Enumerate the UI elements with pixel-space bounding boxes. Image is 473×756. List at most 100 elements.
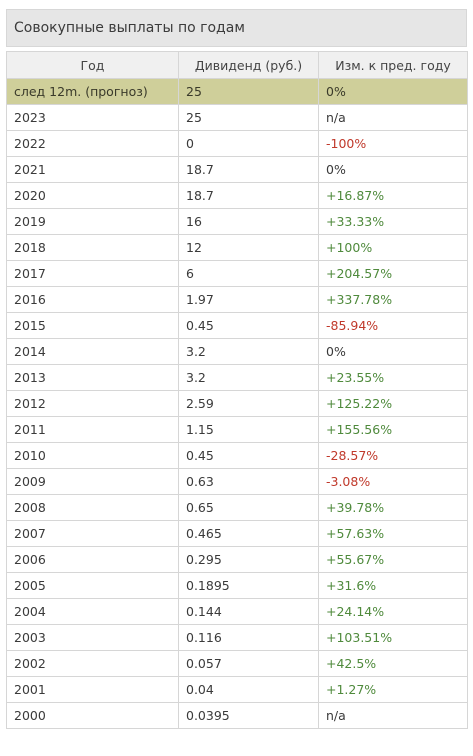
- table-row: 2015 0.45 -85.94%: [6, 312, 468, 339]
- change-cell: n/a: [318, 702, 468, 729]
- table-row: 2020 18.7 +16.87%: [6, 182, 468, 209]
- change-cell: +103.51%: [318, 624, 468, 651]
- year-cell: 2016: [6, 286, 179, 313]
- change-cell: 0%: [318, 78, 468, 105]
- dividend-cell: 0.295: [178, 546, 319, 573]
- year-cell: 2019: [6, 208, 179, 235]
- dividend-cell: 2.59: [178, 390, 319, 417]
- year-cell: 2000: [6, 702, 179, 729]
- table-row: 2012 2.59 +125.22%: [6, 390, 468, 417]
- table-row: 2005 0.1895 +31.6%: [6, 572, 468, 599]
- dividend-cell: 0.116: [178, 624, 319, 651]
- table-row: 2006 0.295 +55.67%: [6, 546, 468, 573]
- year-cell: 2020: [6, 182, 179, 209]
- year-cell: 2004: [6, 598, 179, 625]
- table-row: 2021 18.7 0%: [6, 156, 468, 183]
- change-cell: +39.78%: [318, 494, 468, 521]
- table-row: 2001 0.04 +1.27%: [6, 676, 468, 703]
- table-row: 2003 0.116 +103.51%: [6, 624, 468, 651]
- change-cell: -100%: [318, 130, 468, 157]
- year-cell: 2005: [6, 572, 179, 599]
- year-cell: 2014: [6, 338, 179, 365]
- table-row: 2011 1.15 +155.56%: [6, 416, 468, 443]
- table-header-row: Год Дивиденд (руб.) Изм. к пред. году: [6, 51, 468, 79]
- panel-title: Совокупные выплаты по годам: [6, 9, 467, 47]
- dividend-cell: 12: [178, 234, 319, 261]
- table-row: 2000 0.0395 n/a: [6, 702, 468, 729]
- year-cell: 2015: [6, 312, 179, 339]
- year-cell: след 12m. (прогноз): [6, 78, 179, 105]
- change-cell: n/a: [318, 104, 468, 131]
- dividend-cell: 25: [178, 78, 319, 105]
- dividend-cell: 0.1895: [178, 572, 319, 599]
- change-cell: 0%: [318, 156, 468, 183]
- dividend-cell: 0.0395: [178, 702, 319, 729]
- table-row: след 12m. (прогноз) 25 0%: [6, 78, 468, 105]
- table-row: 2004 0.144 +24.14%: [6, 598, 468, 625]
- dividend-cell: 0.45: [178, 312, 319, 339]
- year-cell: 2022: [6, 130, 179, 157]
- dividend-cell: 0.04: [178, 676, 319, 703]
- year-cell: 2003: [6, 624, 179, 651]
- change-cell: +337.78%: [318, 286, 468, 313]
- change-cell: +1.27%: [318, 676, 468, 703]
- table-row: 2007 0.465 +57.63%: [6, 520, 468, 547]
- dividend-cell: 25: [178, 104, 319, 131]
- change-cell: 0%: [318, 338, 468, 365]
- year-cell: 2008: [6, 494, 179, 521]
- table-row: 2014 3.2 0%: [6, 338, 468, 365]
- dividend-cell: 1.97: [178, 286, 319, 313]
- change-cell: -85.94%: [318, 312, 468, 339]
- dividend-cell: 0.057: [178, 650, 319, 677]
- dividend-cell: 0.65: [178, 494, 319, 521]
- dividend-cell: 18.7: [178, 182, 319, 209]
- dividend-cell: 16: [178, 208, 319, 235]
- year-cell: 2006: [6, 546, 179, 573]
- change-cell: +33.33%: [318, 208, 468, 235]
- change-cell: +55.67%: [318, 546, 468, 573]
- table-row: 2010 0.45 -28.57%: [6, 442, 468, 469]
- column-header-dividend: Дивиденд (руб.): [178, 51, 319, 79]
- year-cell: 2018: [6, 234, 179, 261]
- change-cell: +23.55%: [318, 364, 468, 391]
- table-row: 2023 25 n/a: [6, 104, 468, 131]
- change-cell: +24.14%: [318, 598, 468, 625]
- dividend-cell: 3.2: [178, 364, 319, 391]
- dividend-cell: 6: [178, 260, 319, 287]
- change-cell: +125.22%: [318, 390, 468, 417]
- change-cell: +42.5%: [318, 650, 468, 677]
- dividend-cell: 0.45: [178, 442, 319, 469]
- year-cell: 2011: [6, 416, 179, 443]
- year-cell: 2007: [6, 520, 179, 547]
- change-cell: +57.63%: [318, 520, 468, 547]
- year-cell: 2001: [6, 676, 179, 703]
- change-cell: +155.56%: [318, 416, 468, 443]
- year-cell: 2017: [6, 260, 179, 287]
- dividend-cell: 0: [178, 130, 319, 157]
- dividend-cell: 0.465: [178, 520, 319, 547]
- dividend-cell: 0.63: [178, 468, 319, 495]
- change-cell: -28.57%: [318, 442, 468, 469]
- year-cell: 2012: [6, 390, 179, 417]
- dividend-cell: 1.15: [178, 416, 319, 443]
- change-cell: +100%: [318, 234, 468, 261]
- table-row: 2017 6 +204.57%: [6, 260, 468, 287]
- table-row: 2018 12 +100%: [6, 234, 468, 261]
- year-cell: 2010: [6, 442, 179, 469]
- change-cell: -3.08%: [318, 468, 468, 495]
- dividend-table: Год Дивиденд (руб.) Изм. к пред. году сл…: [6, 51, 468, 729]
- change-cell: +31.6%: [318, 572, 468, 599]
- change-cell: +16.87%: [318, 182, 468, 209]
- table-row: 2016 1.97 +337.78%: [6, 286, 468, 313]
- dividend-cell: 3.2: [178, 338, 319, 365]
- table-row: 2019 16 +33.33%: [6, 208, 468, 235]
- table-row: 2002 0.057 +42.5%: [6, 650, 468, 677]
- year-cell: 2002: [6, 650, 179, 677]
- year-cell: 2009: [6, 468, 179, 495]
- table-row: 2022 0 -100%: [6, 130, 468, 157]
- year-cell: 2023: [6, 104, 179, 131]
- table-row: 2009 0.63 -3.08%: [6, 468, 468, 495]
- dividend-history-panel: Совокупные выплаты по годам Год Дивиденд…: [6, 9, 468, 729]
- table-body: след 12m. (прогноз) 25 0% 2023 25 n/a 2022 0 -10…: [6, 78, 468, 729]
- change-cell: +204.57%: [318, 260, 468, 287]
